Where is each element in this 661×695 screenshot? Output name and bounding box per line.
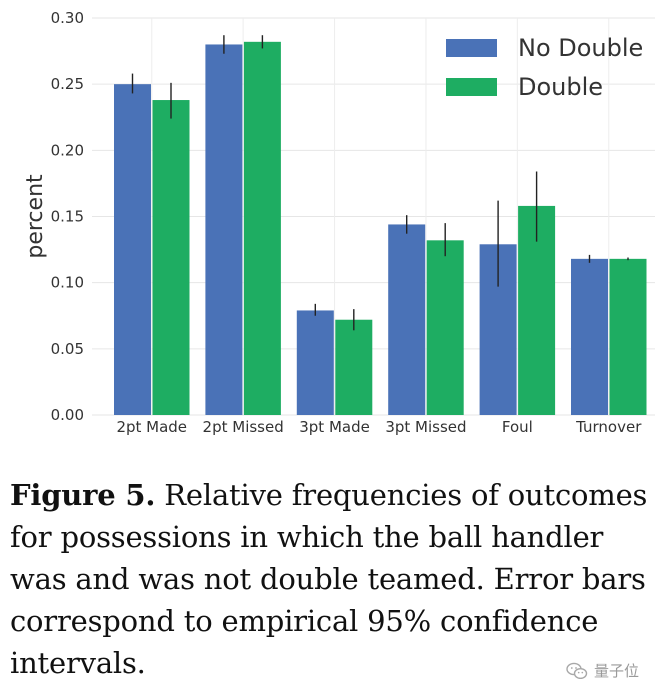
legend-swatch — [446, 39, 497, 57]
y-tick-label: 0.05 — [51, 340, 84, 358]
legend-label: Double — [518, 73, 603, 101]
y-tick-label: 0.00 — [51, 406, 84, 424]
y-tick-label: 0.10 — [51, 274, 84, 292]
y-tick-label: 0.25 — [51, 75, 84, 93]
bar — [426, 240, 464, 415]
y-tick-label: 0.30 — [51, 9, 84, 27]
bar — [335, 319, 373, 415]
bar — [205, 44, 243, 415]
caption-text: Relative frequencies of outcomes for pos… — [10, 478, 648, 680]
y-tick-label: 0.15 — [51, 208, 84, 226]
legend-label: No Double — [518, 34, 643, 62]
y-tick-label: 0.20 — [51, 141, 84, 159]
x-tick-label: Turnover — [575, 418, 642, 436]
figure-caption: Figure 5. Relative frequencies of outcom… — [10, 474, 660, 684]
x-tick-label: 2pt Made — [116, 418, 187, 436]
bar — [609, 258, 647, 415]
bar — [388, 224, 426, 415]
bar-chart: 0.00 0.05 0.10 0.15 0.20 0.25 0.30 2pt Made 2pt … — [23, 9, 655, 436]
bar — [114, 84, 151, 416]
x-tick-label: Foul — [502, 418, 533, 436]
chart-area: 0.00 0.05 0.10 0.15 0.20 0.25 0.30 2pt Made 2pt … — [23, 9, 655, 436]
bar — [243, 41, 281, 415]
watermark-text: 量子位 — [593, 662, 639, 680]
bar — [296, 310, 334, 415]
y-axis-label: percent — [23, 174, 48, 259]
x-tick-label: 3pt Made — [299, 418, 370, 436]
legend-swatch — [446, 78, 497, 96]
figure-label: Figure 5. — [10, 478, 156, 512]
wechat-icon — [566, 662, 588, 679]
bar — [571, 258, 608, 415]
bar — [152, 100, 190, 416]
watermark: 量子位 — [566, 660, 639, 681]
x-tick-label: 3pt Missed — [385, 418, 466, 436]
x-tick-label: 2pt Missed — [203, 418, 284, 436]
